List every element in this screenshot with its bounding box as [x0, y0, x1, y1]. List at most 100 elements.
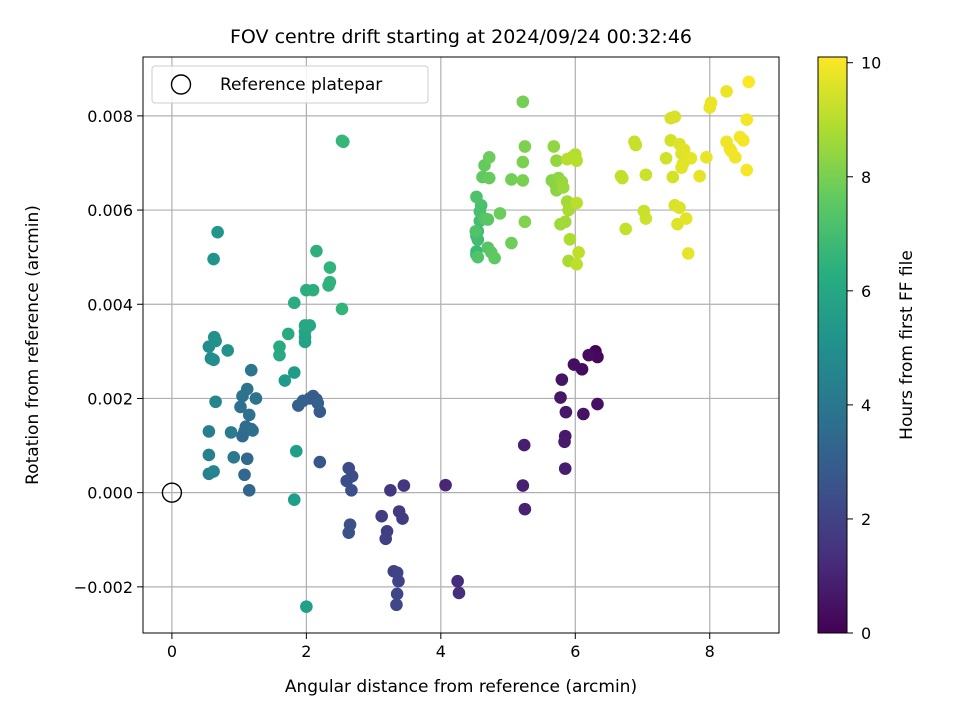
data-point: [554, 391, 567, 404]
data-point: [221, 344, 235, 357]
data-point: [375, 509, 388, 523]
colorbar-label: Hours from first FF file: [897, 250, 917, 440]
data-point: [639, 212, 653, 225]
data-point: [482, 151, 496, 164]
data-point: [342, 526, 356, 539]
data-point: [684, 151, 698, 165]
data-point: [209, 334, 222, 348]
data-point: [287, 366, 301, 379]
data-point: [505, 173, 518, 186]
data-point: [240, 382, 254, 396]
data-point: [558, 215, 572, 229]
data-point: [249, 392, 263, 405]
data-point: [390, 598, 403, 612]
data-point: [700, 151, 713, 164]
data-point: [471, 250, 485, 264]
x-axis-label: Angular distance from reference (arcmin): [285, 677, 637, 697]
colorbar-tick-label: 10: [861, 54, 881, 73]
data-point: [516, 155, 530, 169]
data-point: [481, 213, 495, 226]
data-point: [547, 140, 561, 153]
data-point: [207, 465, 220, 478]
data-point: [242, 483, 256, 497]
colorbar-tick-label: 2: [861, 510, 871, 529]
plot-frame: [142, 56, 780, 634]
data-point: [555, 373, 569, 386]
data-point: [720, 85, 733, 98]
data-point: [202, 448, 216, 462]
data-point: [300, 600, 313, 613]
data-point: [556, 181, 570, 194]
data-point: [439, 478, 452, 492]
data-point: [742, 75, 756, 89]
data-point: [516, 479, 530, 492]
data-point: [616, 171, 629, 185]
data-point: [560, 152, 574, 166]
chart-title: FOV centre drift starting at 2024/09/24 …: [230, 26, 692, 48]
colorbar: [817, 56, 848, 634]
data-point: [392, 574, 405, 588]
data-point: [559, 405, 573, 419]
data-point: [390, 587, 404, 601]
colorbar-tick-label: 6: [861, 282, 871, 301]
y-tick-label: 0.006: [87, 201, 133, 220]
data-point: [287, 296, 301, 310]
colorbar-tick-label: 0: [861, 624, 871, 643]
legend-reference-marker-icon: [170, 74, 192, 95]
colorbar-tick-label: 8: [861, 168, 871, 187]
legend-entry-label: Reference platepar: [220, 75, 382, 95]
data-point: [340, 474, 354, 488]
data-point: [397, 479, 411, 492]
data-point: [570, 154, 583, 167]
data-point: [572, 246, 585, 259]
data-point: [211, 225, 224, 239]
data-point: [323, 275, 337, 289]
data-point: [558, 462, 572, 475]
data-point: [729, 151, 742, 164]
data-point: [493, 207, 507, 220]
data-point: [202, 425, 216, 438]
data-point: [379, 532, 393, 546]
y-tick-label: 0.002: [87, 389, 133, 408]
data-point: [337, 135, 350, 149]
data-point: [470, 190, 483, 204]
data-point: [311, 396, 325, 410]
y-tick-label: −0.002: [74, 578, 133, 597]
data-point: [310, 244, 323, 258]
data-point: [227, 451, 241, 464]
x-tick-label: 2: [301, 642, 311, 661]
x-axis-ticks: 0 2 4 6 8: [167, 633, 715, 661]
x-tick-label: 8: [705, 642, 715, 661]
data-point: [570, 257, 583, 271]
data-point: [488, 251, 501, 265]
data-point: [238, 468, 251, 482]
data-point: [563, 232, 577, 246]
data-point: [345, 483, 358, 497]
colorbar-tick-label: 4: [861, 396, 871, 415]
data-point: [570, 196, 583, 210]
data-point: [281, 327, 295, 341]
data-point: [704, 96, 718, 109]
reference-platepar-marker: [161, 482, 183, 503]
data-point: [396, 512, 409, 525]
data-point: [518, 502, 532, 516]
data-point: [224, 426, 238, 439]
data-point: [335, 302, 349, 316]
y-tick-label: 0.008: [87, 107, 133, 126]
data-point: [629, 138, 643, 152]
data-point: [666, 170, 680, 184]
data-point: [207, 252, 220, 266]
data-points: [202, 75, 756, 613]
data-point: [323, 261, 337, 274]
data-point: [273, 340, 286, 353]
data-point: [675, 161, 688, 174]
data-point: [482, 171, 496, 185]
y-tick-label: 0.004: [87, 295, 133, 314]
data-point: [244, 363, 258, 377]
data-point: [677, 143, 691, 157]
data-point: [289, 444, 303, 458]
data-point: [582, 348, 596, 362]
data-point: [679, 212, 693, 225]
data-point: [740, 163, 754, 177]
